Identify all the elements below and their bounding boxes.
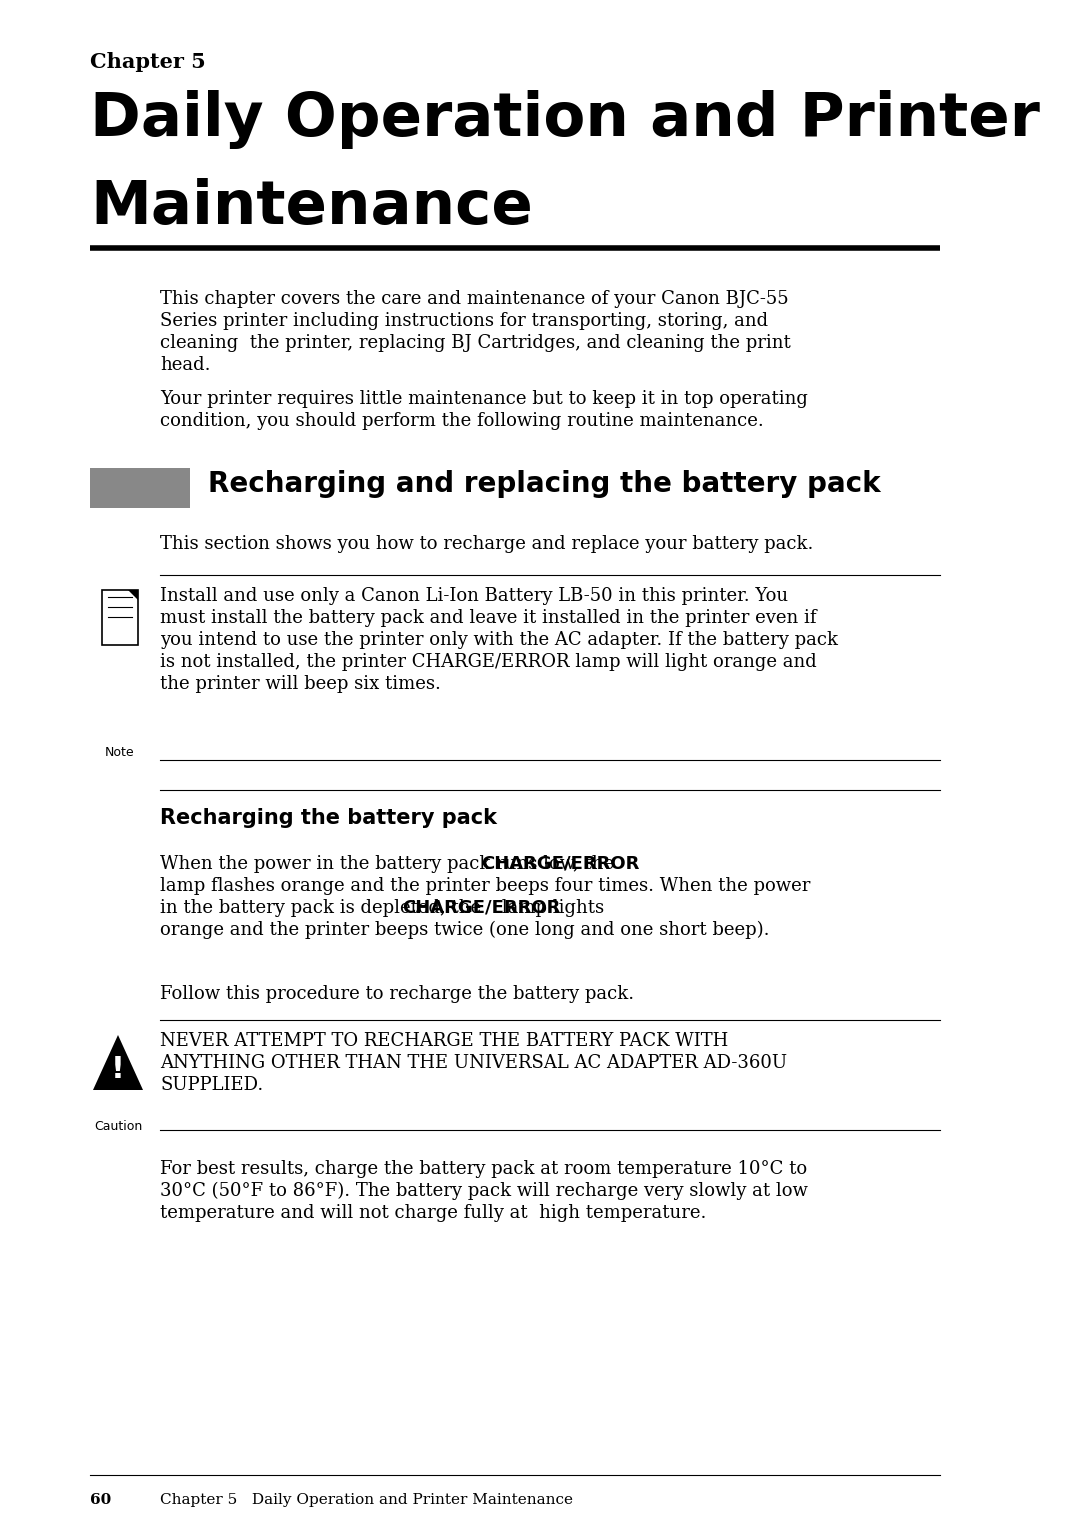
Text: is not installed, the printer CHARGE/ERROR lamp will light orange and: is not installed, the printer CHARGE/ERR… [160, 653, 816, 671]
Text: !: ! [111, 1055, 125, 1084]
Text: Chapter 5   Daily Operation and Printer Maintenance: Chapter 5 Daily Operation and Printer Ma… [160, 1493, 573, 1507]
Text: CHARGE/ERROR: CHARGE/ERROR [481, 855, 639, 872]
Text: in the battery pack is depleted, the: in the battery pack is depleted, the [160, 898, 487, 917]
Text: Daily Operation and Printer: Daily Operation and Printer [90, 90, 1040, 149]
Text: ANYTHING OTHER THAN THE UNIVERSAL AC ADAPTER AD-360U: ANYTHING OTHER THAN THE UNIVERSAL AC ADA… [160, 1055, 787, 1072]
Text: lamp flashes orange and the printer beeps four times. When the power: lamp flashes orange and the printer beep… [160, 877, 810, 895]
Text: must install the battery pack and leave it installed in the printer even if: must install the battery pack and leave … [160, 609, 816, 627]
Text: orange and the printer beeps twice (one long and one short beep).: orange and the printer beeps twice (one … [160, 921, 769, 940]
Text: the printer will beep six times.: the printer will beep six times. [160, 675, 441, 693]
Text: Recharging the battery pack: Recharging the battery pack [160, 808, 497, 828]
Bar [90, 468, 190, 507]
Text: lamp lights: lamp lights [496, 898, 604, 917]
Text: Recharging and replacing the battery pack: Recharging and replacing the battery pac… [208, 471, 880, 498]
Text: 60: 60 [90, 1493, 111, 1507]
Text: This chapter covers the care and maintenance of your Canon BJC-55: This chapter covers the care and mainten… [160, 290, 788, 308]
Text: Series printer including instructions for transporting, storing, and: Series printer including instructions fo… [160, 313, 768, 330]
Polygon shape [93, 1035, 143, 1090]
Text: SUPPLIED.: SUPPLIED. [160, 1076, 264, 1095]
Text: Chapter 5: Chapter 5 [90, 52, 206, 72]
Text: Your printer requires little maintenance but to keep it in top operating: Your printer requires little maintenance… [160, 389, 808, 408]
Text: CHARGE/ERROR: CHARGE/ERROR [403, 898, 561, 917]
Text: Follow this procedure to recharge the battery pack.: Follow this procedure to recharge the ba… [160, 986, 634, 1003]
Text: For best results, charge the battery pack at room temperature 10°C to: For best results, charge the battery pac… [160, 1160, 807, 1177]
Text: head.: head. [160, 356, 211, 374]
Polygon shape [129, 590, 138, 599]
Text: When the power in the battery pack runs low, the: When the power in the battery pack runs … [160, 855, 620, 872]
Text: condition, you should perform the following routine maintenance.: condition, you should perform the follow… [160, 412, 764, 429]
Text: Install and use only a Canon Li-Ion Battery LB-50 in this printer. You: Install and use only a Canon Li-Ion Batt… [160, 587, 788, 606]
Text: 30°C (50°F to 86°F). The battery pack will recharge very slowly at low: 30°C (50°F to 86°F). The battery pack wi… [160, 1182, 808, 1200]
Text: Note: Note [105, 747, 135, 759]
Text: NEVER ATTEMPT TO RECHARGE THE BATTERY PACK WITH: NEVER ATTEMPT TO RECHARGE THE BATTERY PA… [160, 1032, 728, 1050]
Text: Maintenance: Maintenance [90, 178, 532, 238]
Bar [102, 590, 138, 645]
Text: cleaning  the printer, replacing BJ Cartridges, and cleaning the print: cleaning the printer, replacing BJ Cartr… [160, 334, 791, 353]
Text: This section shows you how to recharge and replace your battery pack.: This section shows you how to recharge a… [160, 535, 813, 553]
Text: you intend to use the printer only with the AC adapter. If the battery pack: you intend to use the printer only with … [160, 632, 838, 648]
Text: Caution: Caution [94, 1121, 143, 1133]
Text: temperature and will not charge fully at  high temperature.: temperature and will not charge fully at… [160, 1203, 706, 1222]
